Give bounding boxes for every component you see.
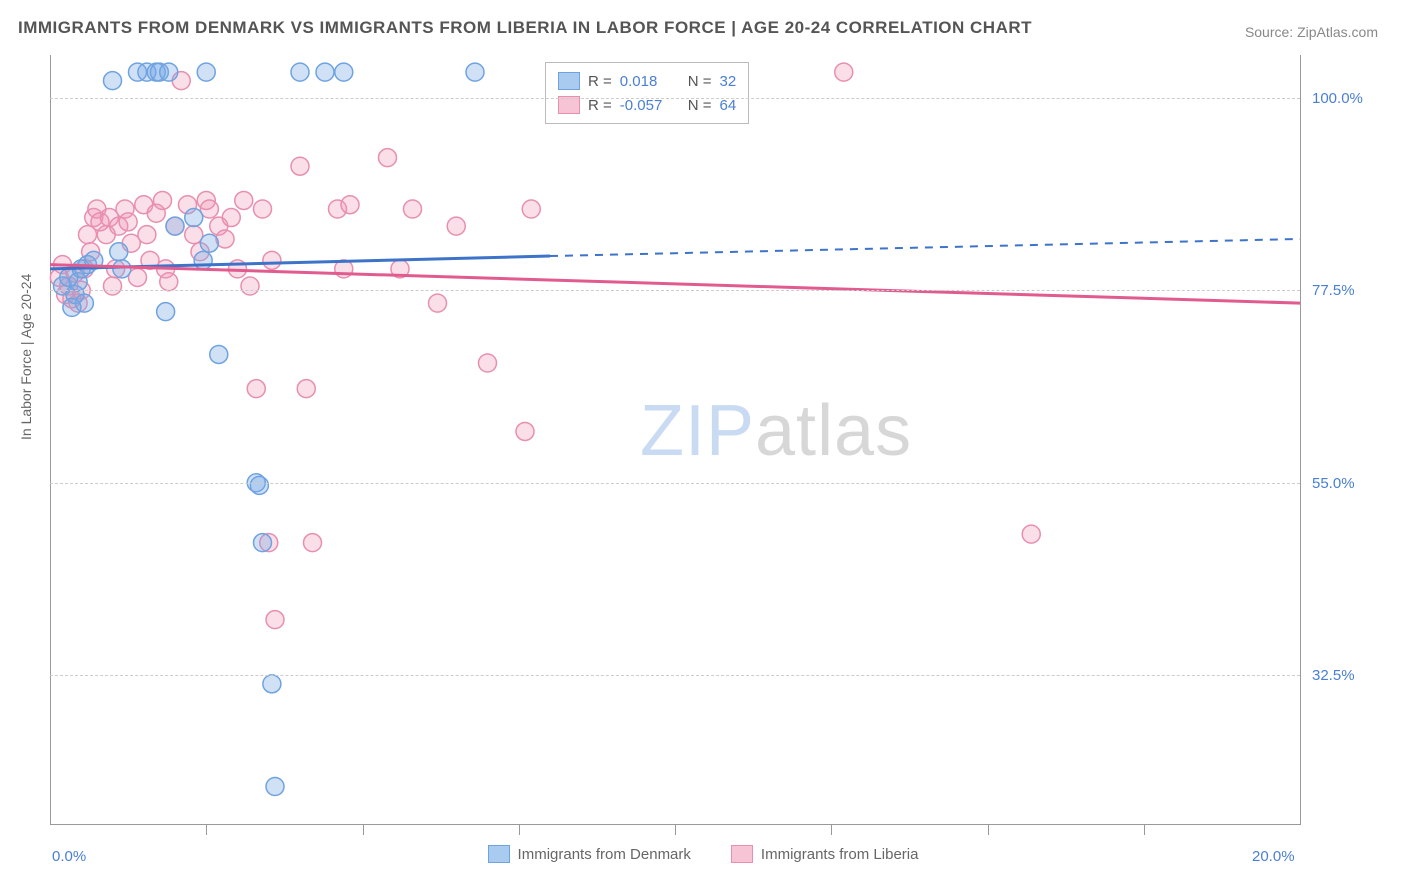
scatter-point: [197, 63, 215, 81]
xtick-minor: [831, 825, 832, 835]
source-label: Source: ZipAtlas.com: [1245, 24, 1378, 40]
n-label: N =: [688, 97, 712, 114]
scatter-point: [185, 209, 203, 227]
ytick-label: 100.0%: [1312, 90, 1363, 107]
gridline-h: [50, 483, 1300, 484]
scatter-point: [194, 251, 212, 269]
legend-label: Immigrants from Denmark: [518, 846, 691, 863]
ytick-label: 55.0%: [1312, 475, 1355, 492]
xtick-minor: [519, 825, 520, 835]
legend-label: Immigrants from Liberia: [761, 846, 919, 863]
scatter-point: [113, 260, 131, 278]
n-value: 64: [720, 97, 737, 114]
xtick-minor: [363, 825, 364, 835]
scatter-point: [447, 217, 465, 235]
xtick-minor: [1144, 825, 1145, 835]
scatter-point: [157, 303, 175, 321]
scatter-point: [379, 149, 397, 167]
scatter-point: [110, 243, 128, 261]
legend-swatch: [731, 845, 753, 863]
scatter-point: [404, 200, 422, 218]
y-axis-label: In Labor Force | Age 20-24: [18, 274, 34, 440]
scatter-point: [429, 294, 447, 312]
ytick-label: 32.5%: [1312, 667, 1355, 684]
scatter-point: [466, 63, 484, 81]
scatter-point: [160, 63, 178, 81]
r-value: -0.057: [620, 97, 680, 114]
scatter-point: [479, 354, 497, 372]
scatter-point: [316, 63, 334, 81]
scatter-point: [263, 675, 281, 693]
gridline-h: [50, 290, 1300, 291]
scatter-point: [210, 345, 228, 363]
xtick-minor: [988, 825, 989, 835]
chart-title: IMMIGRANTS FROM DENMARK VS IMMIGRANTS FR…: [18, 18, 1032, 38]
scatter-point: [104, 72, 122, 90]
scatter-point: [200, 234, 218, 252]
scatter-point: [341, 196, 359, 214]
scatter-point: [235, 191, 253, 209]
gridline-h: [50, 675, 1300, 676]
scatter-point: [247, 380, 265, 398]
scatter-point: [266, 778, 284, 796]
scatter-point: [835, 63, 853, 81]
ytick-label: 77.5%: [1312, 282, 1355, 299]
scatter-point: [138, 226, 156, 244]
plot-right-border: [1300, 55, 1301, 825]
scatter-point: [254, 200, 272, 218]
gridline-h: [50, 98, 1300, 99]
scatter-point: [263, 251, 281, 269]
scatter-point: [241, 277, 259, 295]
n-value: 32: [720, 73, 737, 90]
trend-line-dashed: [550, 239, 1300, 256]
scatter-point: [222, 209, 240, 227]
legend-series: Immigrants from Denmark Immigrants from L…: [0, 845, 1406, 863]
legend-stat-row: R = 0.018 N = 32: [558, 69, 736, 93]
scatter-point: [119, 213, 137, 231]
r-label: R =: [588, 97, 612, 114]
trend-line: [50, 265, 1300, 304]
scatter-point: [166, 217, 184, 235]
scatter-point: [522, 200, 540, 218]
legend-swatch: [558, 72, 580, 90]
scatter-point: [254, 534, 272, 552]
legend-item: Immigrants from Denmark: [488, 845, 691, 863]
legend-stats: R = 0.018 N = 32 R = -0.057 N = 64: [545, 62, 749, 124]
scatter-point: [63, 298, 81, 316]
xtick-minor: [206, 825, 207, 835]
r-label: R =: [588, 73, 612, 90]
scatter-point: [297, 380, 315, 398]
scatter-point: [516, 422, 534, 440]
scatter-point: [104, 277, 122, 295]
scatter-chart-svg: [50, 55, 1300, 825]
n-label: N =: [688, 73, 712, 90]
scatter-point: [1022, 525, 1040, 543]
xtick-label: 20.0%: [1252, 848, 1295, 865]
scatter-point: [160, 273, 178, 291]
scatter-point: [266, 611, 284, 629]
xtick-label: 0.0%: [52, 848, 86, 865]
r-value: 0.018: [620, 73, 680, 90]
scatter-point: [291, 157, 309, 175]
scatter-point: [304, 534, 322, 552]
xtick-minor: [675, 825, 676, 835]
legend-stat-row: R = -0.057 N = 64: [558, 93, 736, 117]
scatter-point: [291, 63, 309, 81]
legend-item: Immigrants from Liberia: [731, 845, 919, 863]
scatter-point: [154, 191, 172, 209]
scatter-point: [250, 476, 268, 494]
scatter-point: [335, 63, 353, 81]
legend-swatch: [488, 845, 510, 863]
